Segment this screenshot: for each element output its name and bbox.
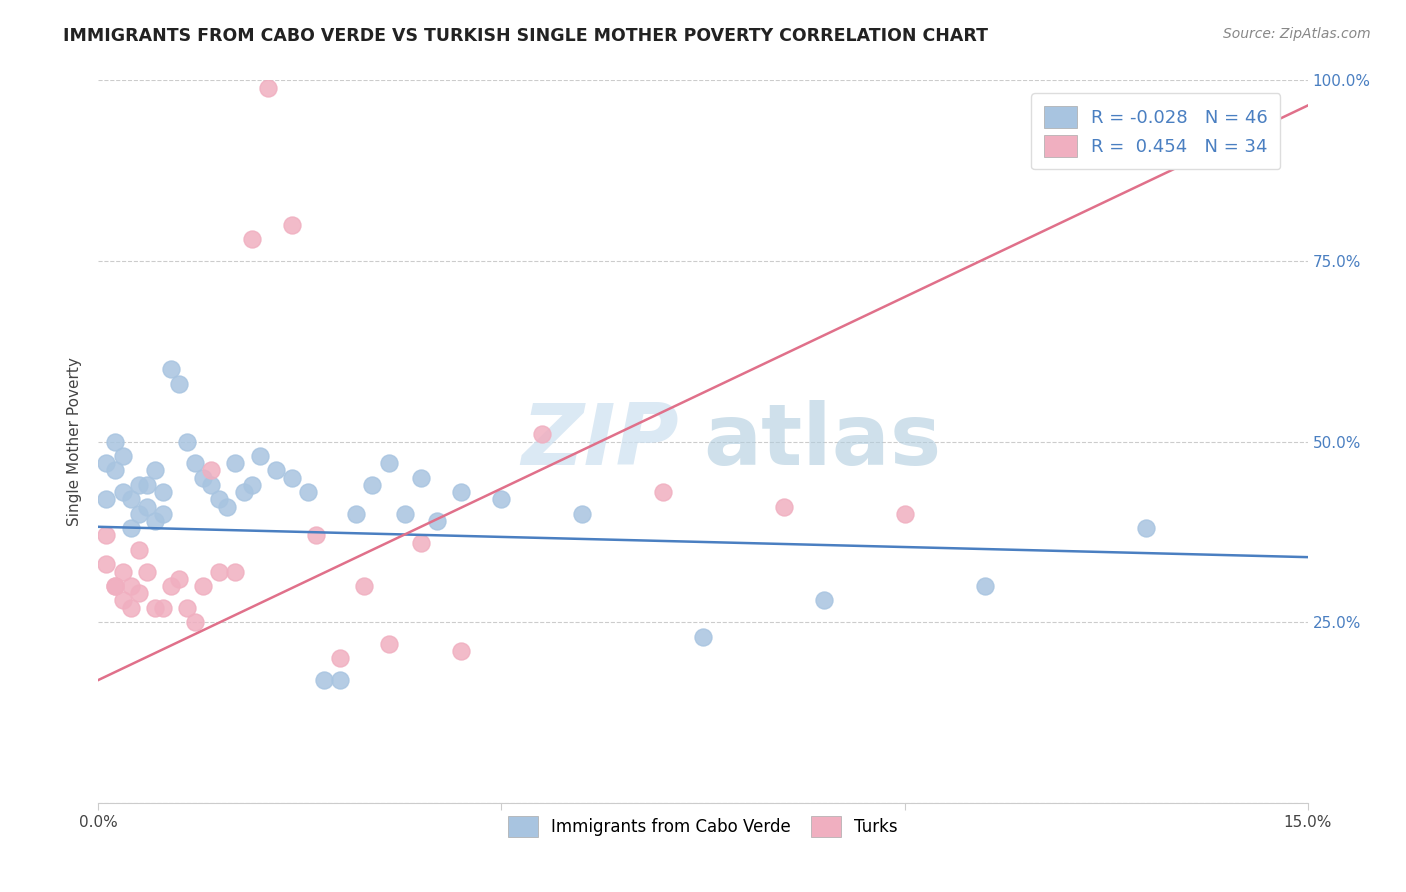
Point bbox=[160, 362, 183, 376]
Point bbox=[152, 507, 174, 521]
Text: Source: ZipAtlas.com: Source: ZipAtlas.com bbox=[1223, 27, 1371, 41]
Point bbox=[409, 470, 432, 484]
Point bbox=[96, 456, 118, 470]
Point bbox=[176, 600, 198, 615]
Point bbox=[208, 492, 231, 507]
Point bbox=[111, 593, 134, 607]
Point bbox=[651, 485, 673, 500]
Point bbox=[96, 492, 118, 507]
Point bbox=[208, 565, 231, 579]
Point bbox=[240, 478, 263, 492]
Point bbox=[249, 449, 271, 463]
Point bbox=[152, 485, 174, 500]
Point bbox=[200, 463, 222, 477]
Point bbox=[120, 579, 142, 593]
Point bbox=[200, 478, 222, 492]
Legend: Immigrants from Cabo Verde, Turks: Immigrants from Cabo Verde, Turks bbox=[499, 808, 907, 845]
Point bbox=[135, 478, 157, 492]
Point bbox=[217, 500, 239, 514]
Point bbox=[111, 485, 134, 500]
Point bbox=[353, 579, 375, 593]
Point bbox=[193, 579, 215, 593]
Point bbox=[167, 376, 190, 391]
Point bbox=[128, 586, 150, 600]
Point bbox=[135, 565, 157, 579]
Point bbox=[176, 434, 198, 449]
Y-axis label: Single Mother Poverty: Single Mother Poverty bbox=[67, 357, 83, 526]
Point bbox=[128, 507, 150, 521]
Point bbox=[143, 463, 166, 477]
Point bbox=[224, 456, 246, 470]
Point bbox=[281, 470, 304, 484]
Point bbox=[143, 600, 166, 615]
Point bbox=[264, 463, 287, 477]
Point bbox=[103, 579, 125, 593]
Point bbox=[813, 593, 835, 607]
Point bbox=[193, 470, 215, 484]
Point bbox=[394, 507, 416, 521]
Point bbox=[96, 528, 118, 542]
Point bbox=[344, 507, 367, 521]
Point bbox=[530, 427, 553, 442]
Point bbox=[103, 434, 125, 449]
Point bbox=[329, 673, 352, 687]
Point bbox=[111, 565, 134, 579]
Point bbox=[120, 600, 142, 615]
Point bbox=[426, 514, 449, 528]
Text: IMMIGRANTS FROM CABO VERDE VS TURKISH SINGLE MOTHER POVERTY CORRELATION CHART: IMMIGRANTS FROM CABO VERDE VS TURKISH SI… bbox=[63, 27, 988, 45]
Point bbox=[377, 637, 399, 651]
Point bbox=[160, 579, 183, 593]
Point bbox=[184, 456, 207, 470]
Point bbox=[240, 232, 263, 246]
Point bbox=[256, 80, 278, 95]
Point bbox=[103, 579, 125, 593]
Point bbox=[571, 507, 593, 521]
Point bbox=[1135, 521, 1157, 535]
Point bbox=[152, 600, 174, 615]
Point bbox=[135, 500, 157, 514]
Point bbox=[361, 478, 384, 492]
Point bbox=[120, 521, 142, 535]
Point bbox=[224, 565, 246, 579]
Point bbox=[111, 449, 134, 463]
Point bbox=[128, 478, 150, 492]
Point bbox=[893, 507, 915, 521]
Point bbox=[96, 558, 118, 572]
Point bbox=[409, 535, 432, 549]
Point bbox=[491, 492, 513, 507]
Point bbox=[120, 492, 142, 507]
Point bbox=[692, 630, 714, 644]
Point bbox=[305, 528, 328, 542]
Point bbox=[128, 542, 150, 557]
Point bbox=[167, 572, 190, 586]
Point bbox=[329, 651, 352, 665]
Text: ZIP: ZIP bbox=[522, 400, 679, 483]
Point bbox=[450, 644, 472, 658]
Point bbox=[772, 500, 794, 514]
Point bbox=[184, 615, 207, 630]
Point bbox=[297, 485, 319, 500]
Point bbox=[281, 218, 304, 232]
Point bbox=[103, 463, 125, 477]
Text: atlas: atlas bbox=[703, 400, 941, 483]
Point bbox=[314, 673, 336, 687]
Point bbox=[143, 514, 166, 528]
Point bbox=[450, 485, 472, 500]
Point bbox=[232, 485, 254, 500]
Point bbox=[974, 579, 997, 593]
Point bbox=[377, 456, 399, 470]
